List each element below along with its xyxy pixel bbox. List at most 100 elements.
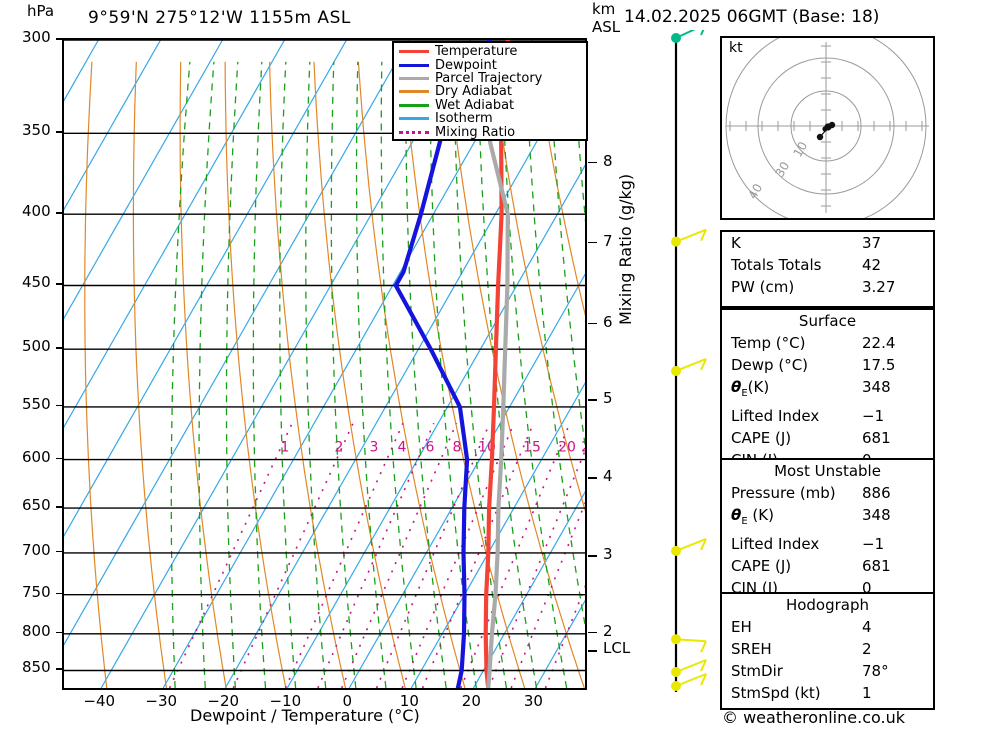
legend-label: Isotherm [435, 111, 493, 127]
surface-label: θE(K) [731, 378, 770, 399]
index-label: K [731, 234, 741, 252]
most-unstable-value: 886 [862, 484, 891, 502]
hodograph-stat-value: 2 [862, 640, 872, 658]
legend-item-dewpoint: Dewpoint [397, 58, 583, 72]
table-row: θE (K) 348 [722, 504, 933, 533]
wind-barb-column [671, 30, 707, 692]
altitude-tick-5: 5 [603, 389, 613, 408]
hodograph-stat-label: StmSpd (kt) [731, 684, 821, 702]
lcl-tick-mark [588, 650, 597, 652]
profile-curves [393, 40, 510, 688]
altitude-tick-mark [588, 555, 597, 557]
legend-swatch [399, 90, 429, 94]
index-label: Totals Totals [731, 256, 822, 274]
surface-label: Dewp (°C) [731, 356, 809, 374]
pressure-tick-550: 550 [22, 394, 51, 413]
most-unstable-label: CAPE (J) [731, 557, 792, 575]
hodograph-plot: 10 30 40 kt [720, 25, 935, 227]
table-row: Temp (°C) 22.4 [722, 332, 933, 354]
table-row: CAPE (J) 681 [722, 555, 933, 577]
pressure-tick-800: 800 [22, 621, 51, 640]
altitude-unit-label-2: ASL [592, 18, 621, 36]
legend-swatch [399, 117, 429, 121]
most-unstable-label: Pressure (mb) [731, 484, 836, 502]
pressure-tick-450: 450 [22, 273, 51, 292]
altitude-tick-mark [588, 399, 597, 401]
altitude-tick-4: 4 [603, 467, 613, 486]
surface-value: 17.5 [862, 356, 896, 374]
pressure-tick-650: 650 [22, 496, 51, 515]
svg-text:25: 25 [581, 439, 585, 455]
table-row: θE(K) 348 [722, 376, 933, 405]
station-title: 9°59'N 275°12'W 1155m ASL [88, 8, 351, 28]
most-unstable-value: −1 [862, 535, 885, 553]
most-unstable-label: Lifted Index [731, 535, 820, 553]
svg-text:10: 10 [790, 139, 810, 159]
surface-label: CAPE (J) [731, 429, 792, 447]
svg-text:30: 30 [772, 159, 792, 179]
legend-label: Dry Adiabat [435, 84, 512, 100]
index-label: PW (cm) [731, 278, 795, 296]
surface-value: 681 [862, 429, 891, 447]
surface-value: 22.4 [862, 334, 896, 352]
legend-swatch [399, 63, 429, 67]
svg-text:4: 4 [398, 439, 407, 455]
hodograph-stat-title: Hodograph [785, 596, 870, 614]
table-row: Totals Totals 42 [722, 254, 933, 276]
pressure-tick-850: 850 [22, 658, 51, 677]
table-row: StmDir 78° [722, 660, 933, 682]
temp-tick-30: 30 [523, 692, 543, 710]
altitude-tick-2: 2 [603, 621, 613, 640]
stability-indices-table: K 37 Totals Totals 42 PW (cm) 3.27 [720, 230, 935, 308]
isotherm-lines [64, 40, 585, 688]
legend-label: Parcel Trajectory [435, 70, 543, 86]
svg-text:2: 2 [335, 439, 344, 455]
hodograph-stat-label: SREH [731, 640, 772, 658]
table-row: Pressure (mb) 886 [722, 482, 933, 504]
pressure-unit-label: hPa [27, 2, 55, 20]
pressure-tick-mark [56, 457, 63, 460]
index-value: 3.27 [862, 278, 896, 296]
pressure-tick-700: 700 [22, 540, 51, 559]
svg-text:1: 1 [281, 439, 290, 455]
pressure-tick-500: 500 [22, 337, 51, 356]
table-row: EH 4 [722, 616, 933, 638]
most-unstable-value: 348 [862, 506, 891, 524]
legend-swatch [399, 103, 429, 107]
altitude-tick-mark [588, 241, 597, 244]
altitude-tick-mark [588, 322, 597, 325]
legend-label: Wet Adiabat [435, 97, 515, 113]
temp-tick--20: −20 [207, 692, 240, 710]
pressure-tick-mark [56, 592, 63, 595]
most-unstable-title: Most Unstable [774, 462, 881, 480]
pressure-tick-mark [56, 131, 63, 133]
temp-tick-10: 10 [399, 692, 419, 710]
legend-item-wet-adiabat: Wet Adiabat [397, 99, 583, 112]
copyright-notice: © weatheronline.co.uk [722, 708, 905, 727]
hodograph-stat-value: 78° [862, 662, 889, 680]
pressure-tick-350: 350 [22, 121, 51, 140]
most-unstable-value: 681 [862, 557, 891, 575]
most-unstable-label: θE (K) [731, 506, 774, 527]
altitude-tick-6: 6 [603, 312, 613, 331]
legend-item-mixing-ratio: Mixing Ratio [397, 125, 583, 139]
pressure-tick-mark [56, 404, 63, 407]
pressure-tick-300: 300 [22, 28, 51, 46]
index-value: 42 [862, 256, 882, 274]
surface-parcel-table: Surface Temp (°C) 22.4 Dewp (°C) 17.5 θE(K) 34… [720, 308, 935, 470]
table-row: SREH 2 [722, 638, 933, 660]
index-value: 37 [862, 234, 882, 252]
surface-value: −1 [862, 407, 885, 425]
legend-swatch [399, 130, 429, 134]
pressure-tick-750: 750 [22, 582, 51, 601]
skewt-diagram: 12346810152025 [64, 40, 585, 688]
altitude-tick-8: 8 [603, 151, 613, 170]
altitude-unit-label-1: km [592, 0, 616, 18]
legend-item-temperature: Temperature [397, 45, 583, 58]
table-row: Lifted Index −1 [722, 533, 933, 555]
hodograph-stat-label: StmDir [731, 662, 783, 680]
table-row: StmSpd (kt) 1 [722, 682, 933, 704]
svg-text:15: 15 [523, 439, 541, 455]
